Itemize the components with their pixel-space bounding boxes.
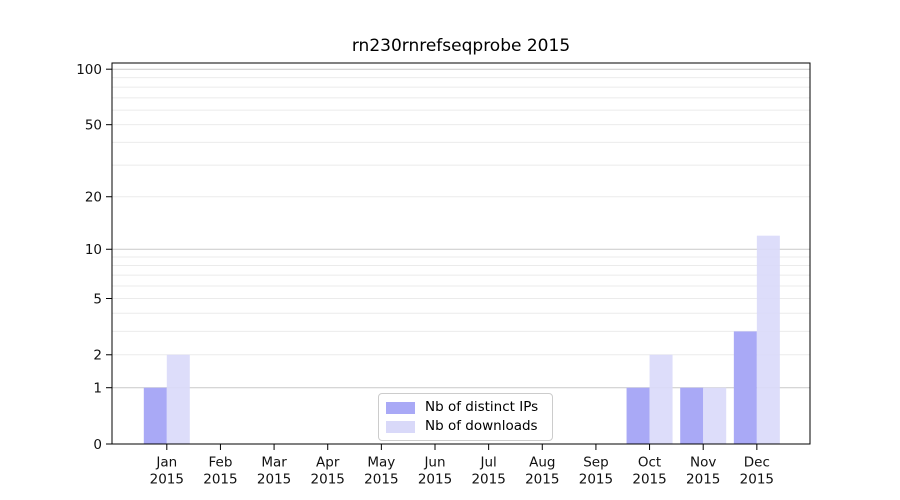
x-tick-label-month: Feb <box>208 455 232 471</box>
x-tick-label-month: Sep <box>583 455 608 471</box>
x-tick-label-year: 2015 <box>203 472 237 488</box>
x-tick-label-month: Nov <box>690 455 716 471</box>
x-tick-label-month: Aug <box>529 455 555 471</box>
x-tick-label-year: 2015 <box>525 472 559 488</box>
legend-swatch-downloads <box>386 420 415 433</box>
bar-distinct-ips-nov <box>680 387 704 444</box>
bar-downloads-jan <box>166 354 190 444</box>
legend-label-distinct-ips: Nb of distinct IPs <box>425 399 539 415</box>
x-tick-label-year: 2015 <box>471 472 505 488</box>
x-tick-label-month: Dec <box>744 455 770 471</box>
legend-item-downloads: Nb of downloads <box>386 417 538 436</box>
x-tick-label-year: 2015 <box>150 472 184 488</box>
y-tick-label: 1 <box>93 381 102 397</box>
y-tick-label: 0 <box>93 437 102 453</box>
y-tick-label: 50 <box>85 117 102 133</box>
y-tick-label: 2 <box>93 348 102 364</box>
bar-distinct-ips-oct <box>626 387 650 444</box>
x-tick-label-year: 2015 <box>364 472 398 488</box>
x-tick-label-month: Oct <box>638 455 661 471</box>
x-tick-label-year: 2015 <box>686 472 720 488</box>
y-tick-label: 20 <box>85 190 102 206</box>
x-tick-label-month: Jun <box>423 455 445 471</box>
legend-swatch-distinct-ips <box>386 401 415 414</box>
bar-downloads-oct <box>649 354 673 444</box>
legend-label-downloads: Nb of downloads <box>425 418 538 434</box>
x-tick-label-month: Mar <box>261 455 287 471</box>
x-tick-label-year: 2015 <box>257 472 291 488</box>
x-tick-label-month: Jan <box>155 455 177 471</box>
x-tick-label-month: Jul <box>479 455 496 471</box>
plot-background <box>112 63 810 444</box>
y-tick-label: 5 <box>93 291 102 307</box>
x-tick-label-year: 2015 <box>418 472 452 488</box>
x-tick-label-year: 2015 <box>740 472 774 488</box>
legend: Nb of distinct IPs Nb of downloads <box>378 393 554 441</box>
chart-title: rn230rnrefseqprobe 2015 <box>351 36 571 56</box>
y-tick-label: 10 <box>85 242 102 258</box>
x-tick-label-year: 2015 <box>632 472 666 488</box>
bar-distinct-ips-dec <box>733 331 757 444</box>
x-tick-label-year: 2015 <box>579 472 613 488</box>
x-tick-label-month: May <box>367 455 395 471</box>
bar-distinct-ips-jan <box>143 387 167 444</box>
x-tick-label-month: Apr <box>316 455 340 471</box>
legend-item-distinct-ips: Nb of distinct IPs <box>386 398 538 417</box>
bar-downloads-dec <box>756 235 780 444</box>
plot-border <box>111 62 811 445</box>
y-tick-label: 100 <box>76 62 102 78</box>
bar-downloads-nov <box>703 387 727 444</box>
x-tick-label-year: 2015 <box>311 472 345 488</box>
